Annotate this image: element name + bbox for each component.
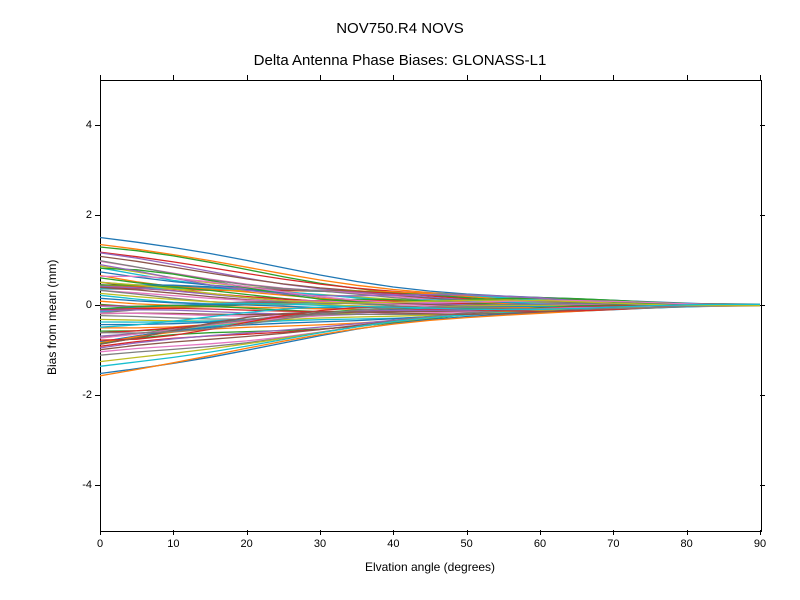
x-tick-label: 0: [97, 538, 103, 550]
x-tick-label: 90: [754, 538, 766, 550]
x-tick: [760, 75, 761, 80]
x-tick: [467, 75, 468, 80]
x-tick: [540, 75, 541, 80]
x-tick: [613, 530, 614, 535]
y-tick: [95, 305, 100, 306]
x-tick-label: 50: [461, 538, 473, 550]
x-tick-label: 30: [314, 538, 326, 550]
x-axis-label: Elvation angle (degrees): [100, 560, 760, 574]
x-tick: [247, 75, 248, 80]
x-tick: [613, 75, 614, 80]
x-tick: [467, 530, 468, 535]
x-tick-label: 80: [681, 538, 693, 550]
x-tick: [760, 530, 761, 535]
x-tick-label: 10: [167, 538, 179, 550]
y-tick-label: 0: [72, 299, 92, 311]
y-tick: [760, 125, 765, 126]
y-tick: [760, 485, 765, 486]
y-tick: [95, 395, 100, 396]
y-tick-label: -4: [72, 479, 92, 491]
x-tick: [540, 530, 541, 535]
x-tick: [393, 75, 394, 80]
x-tick: [173, 530, 174, 535]
y-tick-label: 4: [72, 119, 92, 131]
y-tick-label: 2: [72, 209, 92, 221]
x-tick: [100, 75, 101, 80]
y-tick: [760, 305, 765, 306]
x-tick: [687, 530, 688, 535]
y-tick: [95, 125, 100, 126]
x-tick: [247, 530, 248, 535]
x-tick: [173, 75, 174, 80]
y-axis-label: Bias from mean (mm): [45, 260, 59, 375]
x-tick: [687, 75, 688, 80]
x-tick-label: 40: [387, 538, 399, 550]
x-tick-label: 20: [241, 538, 253, 550]
y-tick: [95, 215, 100, 216]
x-tick: [320, 530, 321, 535]
y-tick: [760, 395, 765, 396]
x-tick: [320, 75, 321, 80]
x-tick: [100, 530, 101, 535]
x-tick: [393, 530, 394, 535]
y-tick: [760, 215, 765, 216]
x-tick-label: 70: [607, 538, 619, 550]
x-tick-label: 60: [534, 538, 546, 550]
y-tick-label: -2: [72, 389, 92, 401]
chart-lines: [0, 0, 800, 600]
y-tick: [95, 485, 100, 486]
